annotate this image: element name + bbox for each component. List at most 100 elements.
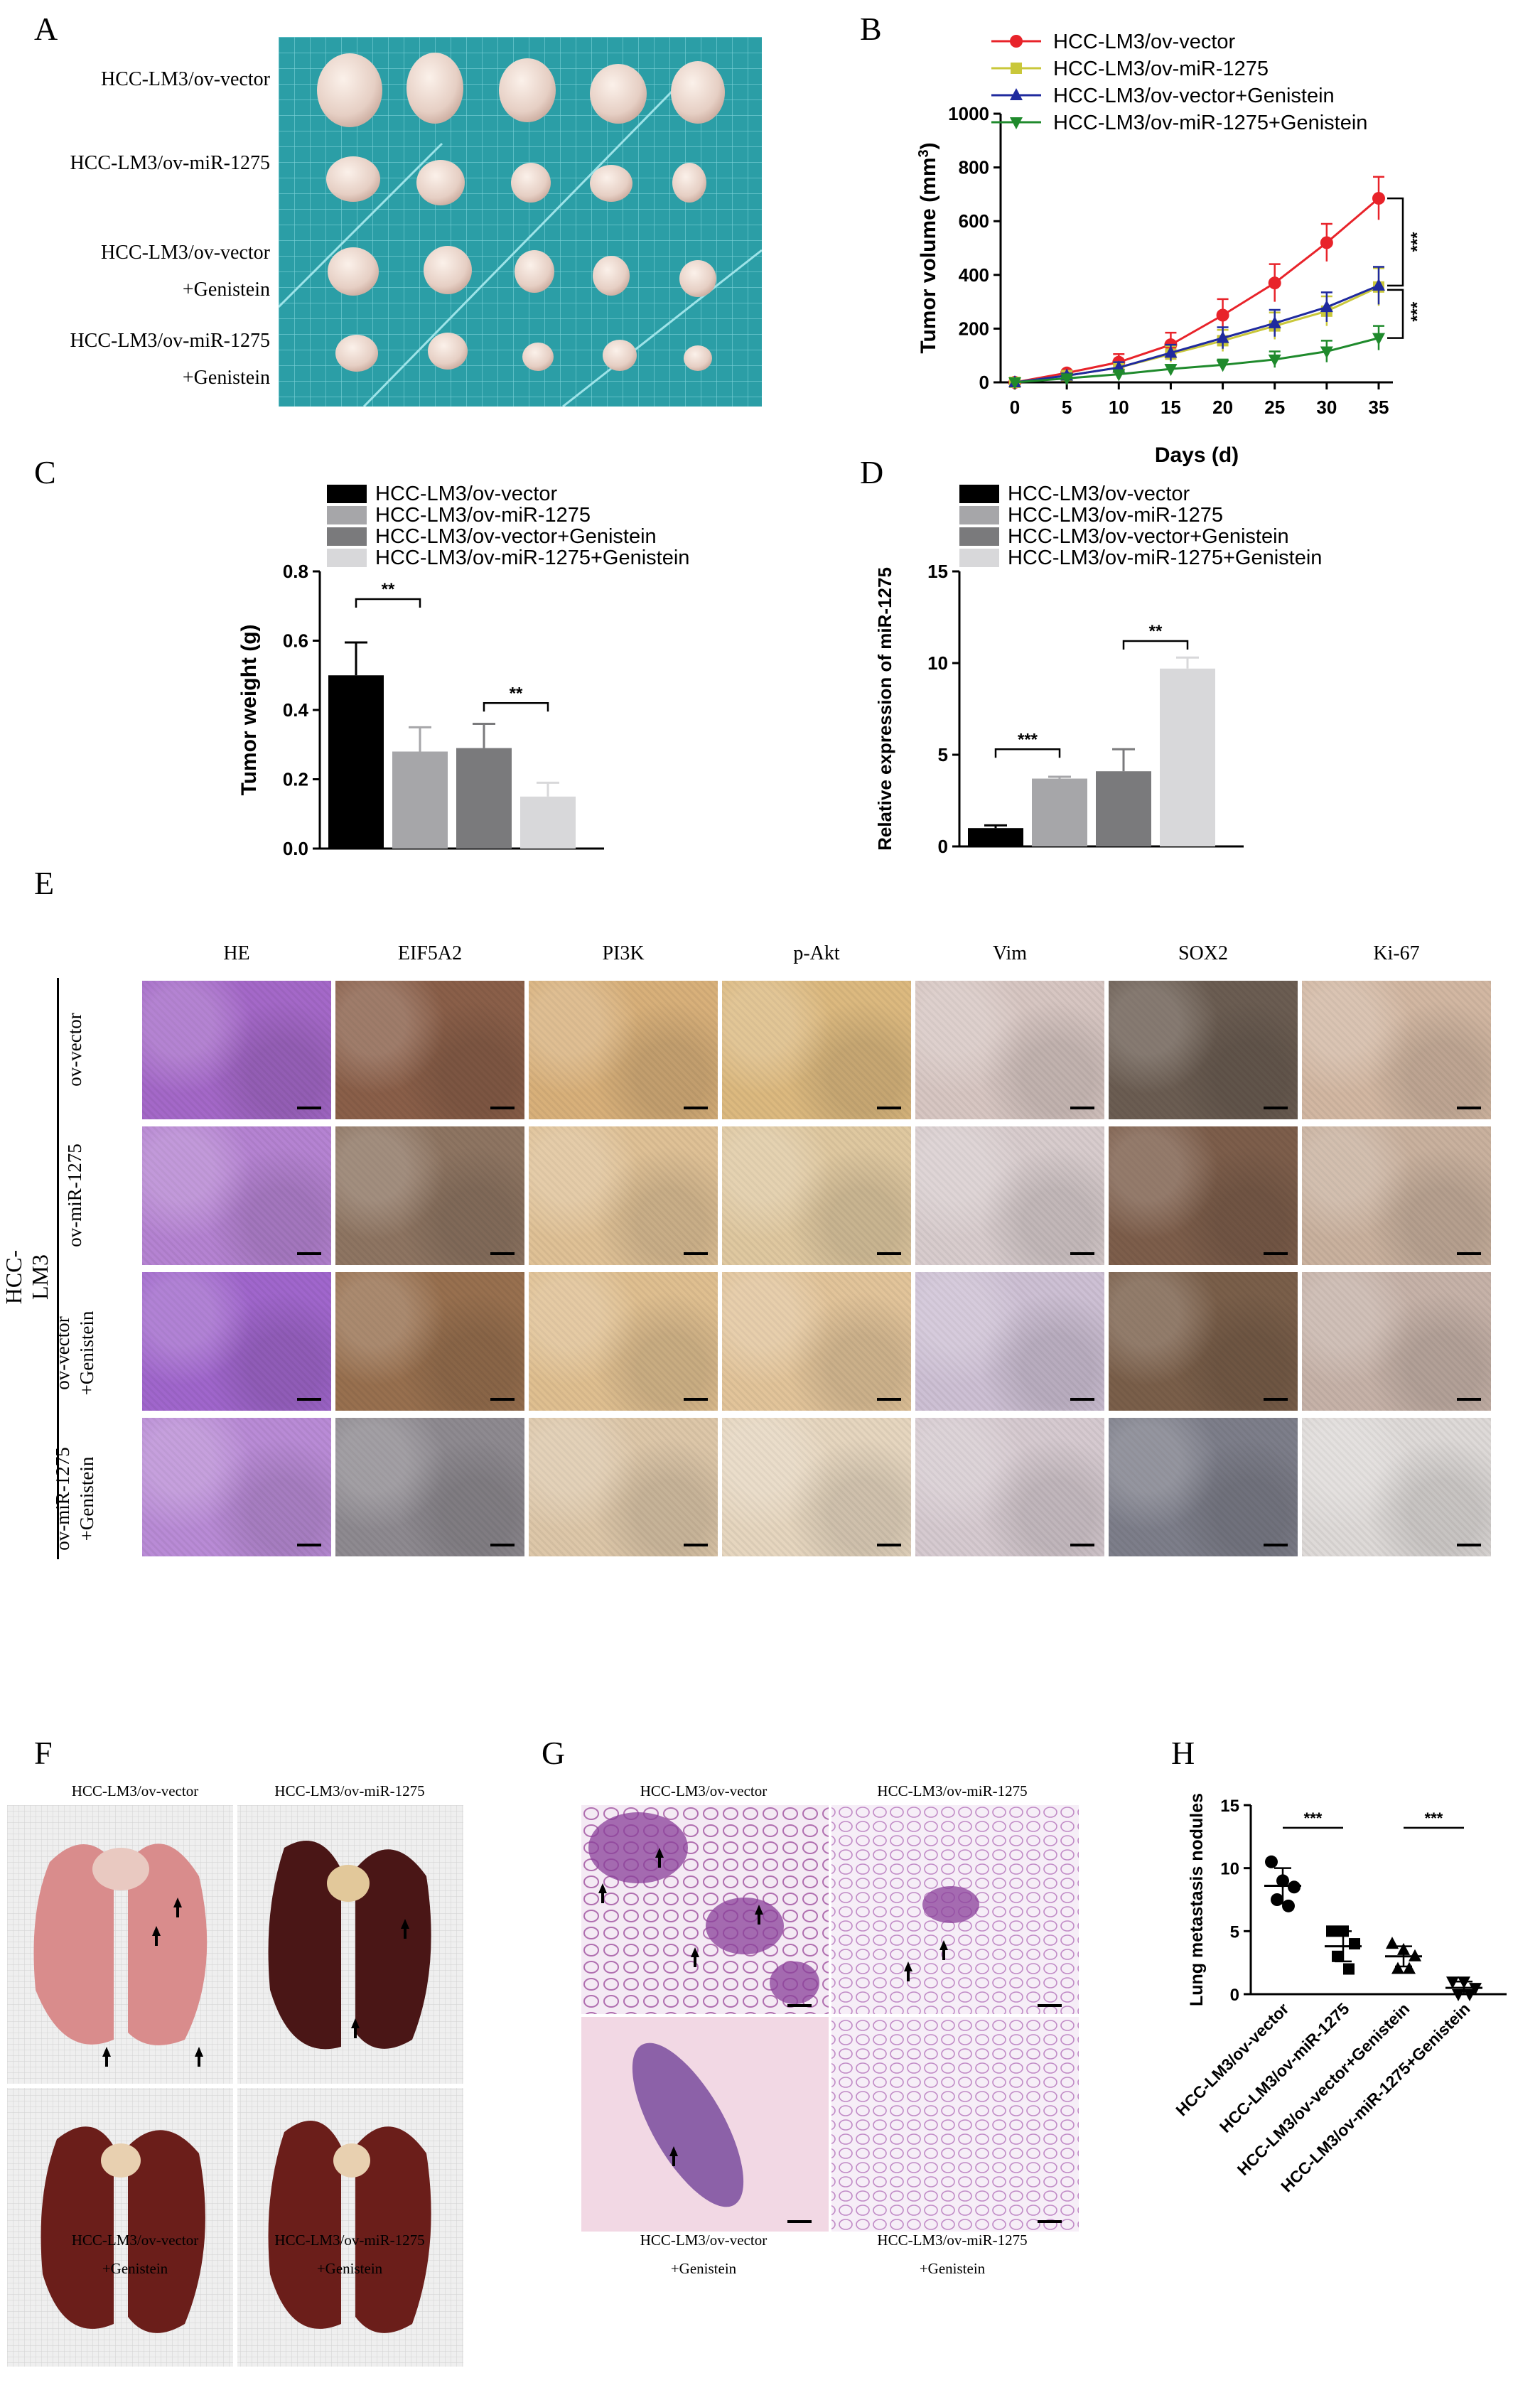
ihc-image-tile xyxy=(1109,981,1298,1119)
data-point xyxy=(1372,278,1385,291)
scale-bar xyxy=(684,1398,708,1401)
data-point xyxy=(1268,354,1281,367)
group-label: HCC-LM3 xyxy=(1,1249,53,1305)
scale-bar xyxy=(490,1398,515,1401)
legend-marker xyxy=(1010,35,1023,48)
panel-a-label-3a: HCC-LM3/ov-vector xyxy=(101,242,270,264)
sig-bracket xyxy=(994,748,1061,758)
legend-label: HCC-LM3/ov-vector xyxy=(1053,31,1236,53)
f-top-left-label: HCC-LM3/ov-vector xyxy=(71,1782,199,1799)
bar xyxy=(1096,771,1151,846)
bar xyxy=(328,675,384,849)
y-tick-label: 0.0 xyxy=(283,838,308,859)
scale-bar xyxy=(684,1252,708,1255)
y-tick-label: 0 xyxy=(938,836,948,857)
bar xyxy=(968,828,1023,846)
y-tick-label: 1000 xyxy=(948,103,989,124)
legend-swatch xyxy=(327,485,367,503)
panel-letter-c: C xyxy=(34,454,56,490)
y-axis-title: Relative expression of miR-1275 xyxy=(874,567,895,851)
row-bracket xyxy=(57,978,59,1559)
ihc-image-tile xyxy=(915,1126,1104,1265)
data-point xyxy=(1326,1925,1337,1937)
legend-label: HCC-LM3/ov-miR-1275 xyxy=(375,504,591,527)
stain-header: Vim xyxy=(992,942,1028,964)
data-point xyxy=(1060,373,1074,386)
tumor-weight-chart: 0.0 0.2 0.4 0.6 0.8 Tumor weight (g) HCC-LM3/o… xyxy=(237,483,689,859)
sig-label: ** xyxy=(382,580,395,599)
g-top-left-label: HCC-LM3/ov-vector xyxy=(640,1782,768,1799)
scale-bar xyxy=(1264,1107,1288,1109)
scale-bar xyxy=(877,1252,901,1255)
f-bottom-right-label-1: HCC-LM3/ov-miR-1275 xyxy=(274,2232,425,2249)
data-point xyxy=(1265,1855,1278,1868)
data-point xyxy=(1320,236,1333,249)
legend-label: HCC-LM3/ov-vector+Genistein xyxy=(1008,525,1289,548)
data-point xyxy=(1216,360,1229,372)
y-tick-label: 15 xyxy=(927,561,948,582)
panel-letter-e: E xyxy=(34,865,55,901)
y-tick-label: 0.2 xyxy=(283,769,308,790)
ihc-image-tile xyxy=(529,981,718,1119)
row-label-line: ov-vector xyxy=(52,1316,73,1390)
ihc-image-tile xyxy=(142,1272,331,1411)
sig-label: *** xyxy=(1408,301,1427,322)
ihc-image-tile xyxy=(529,1418,718,1556)
y-tick-label: 200 xyxy=(959,318,989,339)
ihc-image-tile xyxy=(1109,1272,1298,1411)
ihc-image-tile xyxy=(1302,1418,1491,1556)
legend-label: HCC-LM3/ov-vector+Genistein xyxy=(1053,85,1335,107)
data-point xyxy=(1112,369,1126,382)
legend-label: HCC-LM3/ov-miR-1275+Genistein xyxy=(1008,547,1322,569)
y-tick-label: 5 xyxy=(1230,1922,1239,1942)
data-point xyxy=(1008,377,1021,389)
g-bottom-left-label-2: +Genistein xyxy=(670,2260,737,2277)
panel-letter-a: A xyxy=(34,11,58,47)
data-point xyxy=(1349,1938,1360,1950)
legend-label: HCC-LM3/ov-miR-1275 xyxy=(1008,504,1223,527)
f-bottom-left-label-2: +Genistein xyxy=(102,2260,168,2277)
panel-a-label-2: HCC-LM3/ov-miR-1275 xyxy=(70,152,270,174)
scale-bar xyxy=(297,1398,321,1401)
scale-bar xyxy=(297,1107,321,1109)
data-point xyxy=(1268,276,1281,290)
stain-header: p-Akt xyxy=(793,942,840,964)
legend-swatch xyxy=(959,506,999,524)
scale-bar xyxy=(1457,1252,1481,1255)
panel-letter-f: F xyxy=(34,1735,53,1771)
lung-photos xyxy=(7,1805,463,2367)
legend-label: HCC-LM3/ov-vector xyxy=(375,483,558,505)
scale-bar xyxy=(1264,1544,1288,1546)
sig-bracket xyxy=(1387,197,1404,287)
mir1275-expression-chart: 0 5 10 15 Relative expression of miR-1275 HCC… xyxy=(874,483,1322,857)
data-point xyxy=(1452,1989,1465,2001)
legend-swatch xyxy=(959,527,999,546)
y-axis-title: Lung metastasis nodules xyxy=(1187,1793,1207,2006)
legend-swatch xyxy=(327,549,367,567)
f-bottom-right-label-2: +Genistein xyxy=(316,2260,383,2277)
ihc-image-tile xyxy=(529,1272,718,1411)
sig-label: ** xyxy=(1149,622,1163,641)
ihc-image-tile xyxy=(335,981,524,1119)
legend-label: HCC-LM3/ov-vector+Genistein xyxy=(375,525,657,548)
stain-header: SOX2 xyxy=(1178,942,1228,964)
y-tick-label: 0.4 xyxy=(283,699,309,721)
y-tick-label: 10 xyxy=(927,652,948,674)
data-point xyxy=(1391,1961,1404,1974)
panel-a-label-1: HCC-LM3/ov-vector xyxy=(101,68,270,90)
y-tick-label: 0 xyxy=(979,372,989,393)
ihc-image-tile xyxy=(529,1126,718,1265)
x-tick-label: 30 xyxy=(1316,397,1337,418)
x-tick-label: 10 xyxy=(1109,397,1129,418)
legend-marker xyxy=(1010,88,1023,100)
ihc-image-tile xyxy=(1109,1126,1298,1265)
row-label: ov-vector +Genistein xyxy=(50,1271,99,1435)
panel-letter-g: G xyxy=(542,1735,566,1771)
ihc-image-tile xyxy=(1109,1418,1298,1556)
stain-header: EIF5A2 xyxy=(397,942,463,964)
series-line xyxy=(1014,337,1379,384)
data-point xyxy=(1282,1899,1295,1912)
data-point xyxy=(1372,192,1385,205)
data-point xyxy=(1446,1976,1459,1989)
x-axis-title: Days (d) xyxy=(1155,443,1239,467)
